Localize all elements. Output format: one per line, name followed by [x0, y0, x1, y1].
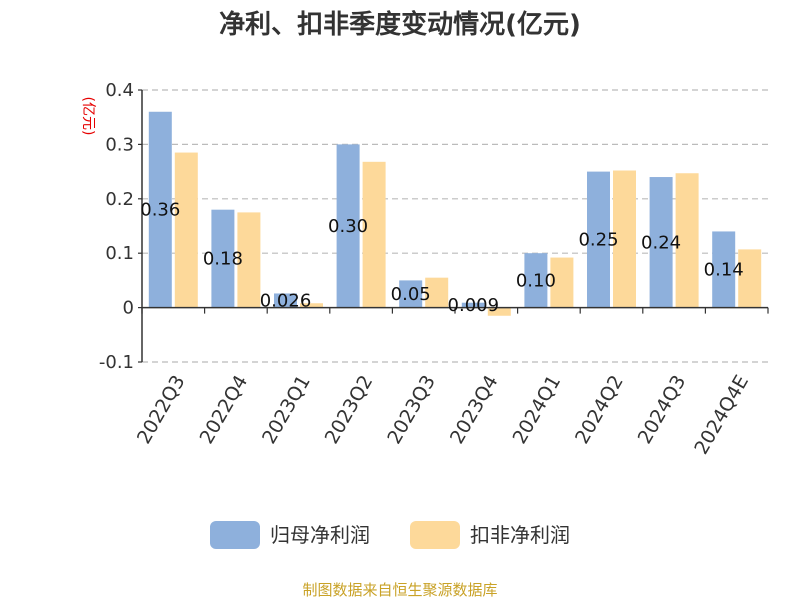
- grid: [142, 89, 768, 363]
- legend-swatch: [410, 521, 460, 549]
- source-note: 制图数据来自恒生聚源数据库: [302, 581, 497, 599]
- x-tick-label: 2023Q3: [383, 372, 440, 448]
- x-tick-label: 2024Q3: [634, 372, 691, 448]
- y-tick-label: -0.1: [99, 352, 134, 373]
- y-axis-unit: (亿元): [80, 97, 96, 136]
- bar-deducted-profit: [174, 152, 198, 308]
- data-label: 0.18: [203, 249, 243, 270]
- bar-deducted-profit: [425, 277, 449, 308]
- bar-deducted-profit: [738, 249, 762, 308]
- bars: [148, 111, 762, 316]
- y-tick-label: 0.2: [105, 189, 134, 210]
- bar-deducted-profit: [613, 170, 636, 308]
- bar-net-profit: [649, 177, 673, 308]
- legend-swatch: [210, 521, 260, 549]
- bar-net-profit: [211, 209, 235, 308]
- data-label: 0.36: [140, 200, 180, 221]
- y-tick-label: 0.3: [105, 134, 134, 155]
- bar-net-profit: [274, 293, 297, 308]
- data-labels: 0.36 0.18 0.026 0.30 0.05 0.009 0.10 0.25 0.24 0.…: [140, 200, 743, 316]
- x-tick-label: 2024Q1: [508, 372, 565, 448]
- x-tick-label: 2023Q4: [446, 372, 503, 448]
- bar-net-profit: [587, 171, 610, 308]
- x-tick-label: 2024Q2: [571, 372, 628, 448]
- data-label: 0.30: [328, 216, 368, 237]
- legend: 归母净利润 扣非净利润: [210, 521, 570, 549]
- y-tick-label: 0.4: [105, 80, 134, 101]
- x-tick-label: 2022Q3: [133, 372, 190, 448]
- bar-deducted-profit: [675, 173, 699, 308]
- chart-title: 净利、扣非季度变动情况(亿元): [219, 9, 581, 40]
- bar-deducted-profit: [237, 212, 261, 308]
- x-tick-label: 2023Q1: [258, 372, 315, 448]
- bar-net-profit: [336, 144, 360, 308]
- data-label: 0.10: [516, 270, 556, 291]
- bar-net-profit: [399, 280, 423, 308]
- bar-net-profit: [524, 253, 548, 308]
- data-label: 0.14: [704, 260, 744, 281]
- data-label: 0.026: [260, 291, 312, 312]
- data-label: 0.24: [641, 232, 681, 253]
- x-tick-label: 2022Q4: [195, 372, 252, 448]
- x-tick-label: 2023Q2: [321, 372, 378, 448]
- x-tick-label: 2024Q4E: [690, 372, 753, 459]
- bar-net-profit: [148, 111, 172, 308]
- y-tick-label: 0: [123, 298, 134, 319]
- legend-label: 扣非净利润: [470, 523, 570, 547]
- y-tick-label: 0.1: [105, 243, 134, 264]
- bar-deducted-profit: [487, 307, 511, 316]
- bar-deducted-profit: [362, 161, 386, 308]
- bar-net-profit: [712, 231, 736, 308]
- data-label: 0.25: [578, 230, 618, 251]
- legend-label: 归母净利润: [270, 523, 370, 547]
- bar-net-profit: [461, 302, 485, 308]
- data-label: 0.009: [448, 295, 500, 316]
- bar-deducted-profit: [550, 257, 574, 308]
- bar-deducted-profit: [300, 303, 323, 308]
- data-label: 0.05: [391, 284, 431, 305]
